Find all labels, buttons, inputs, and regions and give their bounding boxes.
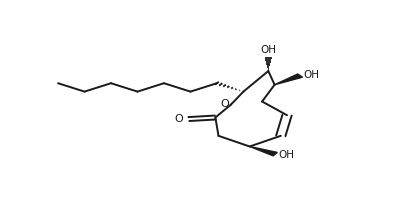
Text: O: O [220,99,229,109]
Text: OH: OH [277,150,294,160]
Text: OH: OH [302,70,318,80]
Polygon shape [274,74,302,85]
Text: OH: OH [260,45,275,55]
Text: O: O [174,114,183,124]
Polygon shape [249,147,277,156]
